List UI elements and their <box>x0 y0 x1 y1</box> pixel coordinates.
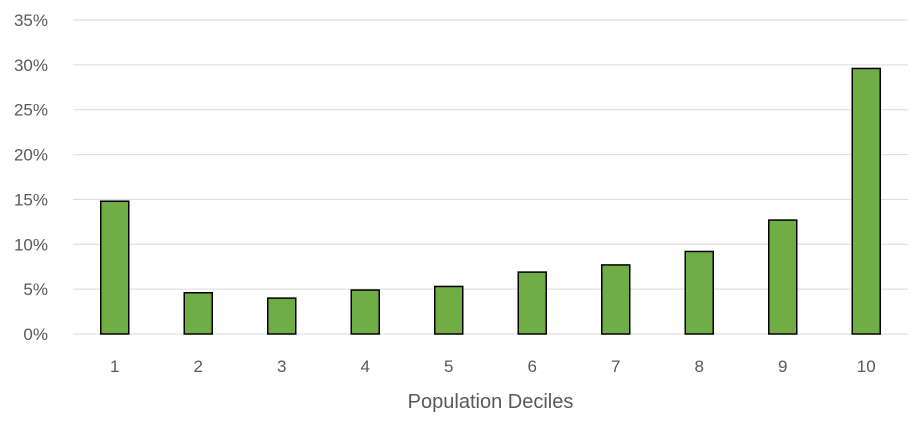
y-tick-label: 25% <box>14 101 48 120</box>
y-tick-label: 10% <box>14 235 48 254</box>
bar-decile-3 <box>267 297 297 335</box>
y-tick-label: 20% <box>14 146 48 165</box>
y-tick-label: 30% <box>14 56 48 75</box>
bar-decile-7 <box>601 264 631 335</box>
x-tick-label: 6 <box>528 357 537 376</box>
x-tick-label: 5 <box>444 357 453 376</box>
x-tick-label: 4 <box>361 357 370 376</box>
bar-decile-5 <box>434 285 464 335</box>
bar-decile-9 <box>768 219 798 335</box>
bar-decile-1 <box>100 200 130 335</box>
bar-decile-6 <box>517 271 547 335</box>
y-tick-label: 0% <box>23 325 48 344</box>
x-tick-label: 3 <box>277 357 286 376</box>
x-tick-label: 8 <box>695 357 704 376</box>
bar-decile-8 <box>684 250 714 335</box>
y-axis-tick-labels: 0% 5% 10% 15% 20% 25% 30% 35% <box>14 11 48 344</box>
y-tick-label: 35% <box>14 11 48 30</box>
y-tick-label: 5% <box>23 280 48 299</box>
x-tick-label: 10 <box>857 357 876 376</box>
bar-decile-10 <box>851 67 881 335</box>
x-tick-label: 7 <box>611 357 620 376</box>
x-tick-label: 9 <box>778 357 787 376</box>
y-tick-label: 15% <box>14 190 48 209</box>
bar-decile-4 <box>350 289 380 335</box>
x-axis-title: Population Deciles <box>408 391 574 413</box>
x-tick-label: 1 <box>110 357 119 376</box>
x-tick-label: 2 <box>194 357 203 376</box>
bars <box>100 67 881 335</box>
gridlines <box>73 19 908 335</box>
x-axis-tick-labels: 1 2 3 4 5 6 7 8 9 10 <box>110 357 876 376</box>
bar-decile-2 <box>183 291 213 335</box>
